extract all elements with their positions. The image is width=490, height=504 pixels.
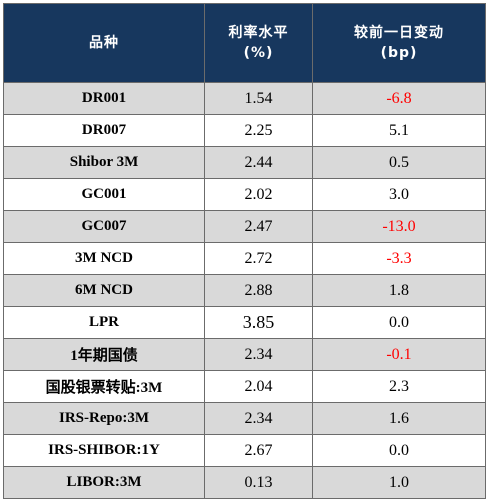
row-change-cell: -3.3 (312, 242, 486, 275)
row-name-cell: DR001 (3, 82, 205, 115)
row-change-cell: 0.0 (312, 306, 486, 339)
row-change-cell: 5.1 (312, 114, 486, 147)
header-rate: 利率水平 (%) (204, 3, 313, 83)
header-change: 较前一日变动 (bp) (312, 3, 486, 83)
row-name-cell: DR007 (3, 114, 205, 147)
table-row: LPR 3.85 0.0 (3, 306, 486, 339)
row-change-cell: -6.8 (312, 82, 486, 115)
table-row: GC001 2.02 3.0 (3, 178, 486, 211)
table-row: 3M NCD 2.72 -3.3 (3, 242, 486, 275)
row-change-cell: 1.6 (312, 402, 486, 435)
table-row: IRS-SHIBOR:1Y 2.67 0.0 (3, 434, 486, 467)
row-rate-cell: 2.34 (204, 338, 313, 371)
row-name-cell: Shibor 3M (3, 146, 205, 179)
row-name-cell: IRS-SHIBOR:1Y (3, 434, 205, 467)
row-rate-cell: 2.25 (204, 114, 313, 147)
table-row: Shibor 3M 2.44 0.5 (3, 146, 486, 179)
row-change-cell: 2.3 (312, 370, 486, 403)
table-row: IRS-Repo:3M 2.34 1.6 (3, 402, 486, 435)
header-change-unit: (bp) (380, 45, 418, 61)
row-rate-cell: 2.04 (204, 370, 313, 403)
row-name-cell: GC007 (3, 210, 205, 243)
row-rate-cell: 2.88 (204, 274, 313, 307)
row-change-cell: 3.0 (312, 178, 486, 211)
header-change-label: 较前一日变动 (354, 25, 444, 41)
row-name-cell: 国股银票转贴:3M (3, 370, 205, 403)
row-rate-cell: 2.34 (204, 402, 313, 435)
row-rate-cell: 2.67 (204, 434, 313, 467)
header-row: 品种 利率水平 (%) 较前一日变动 (bp) (3, 3, 486, 83)
row-rate-cell: 2.44 (204, 146, 313, 179)
row-name-cell: 1年期国债 (3, 338, 205, 371)
table-row: 国股银票转贴:3M 2.04 2.3 (3, 370, 486, 403)
row-rate-cell: 2.02 (204, 178, 313, 211)
row-rate-cell: 1.54 (204, 82, 313, 115)
row-change-cell: 1.0 (312, 466, 486, 499)
row-change-cell: 0.0 (312, 434, 486, 467)
row-rate-cell: 2.47 (204, 210, 313, 243)
table-row: 1年期国债 2.34 -0.1 (3, 338, 486, 371)
row-name-cell: IRS-Repo:3M (3, 402, 205, 435)
row-name-cell: 6M NCD (3, 274, 205, 307)
money-market-rate-table: 品种 利率水平 (%) 较前一日变动 (bp) DR001 1.54 -6.8 DR0… (3, 3, 486, 499)
row-name-cell: 3M NCD (3, 242, 205, 275)
row-name-cell: LIBOR:3M (3, 466, 205, 499)
header-name: 品种 (3, 3, 205, 83)
table-row: DR007 2.25 5.1 (3, 114, 486, 147)
header-rate-label: 利率水平 (228, 25, 289, 41)
row-change-cell: -13.0 (312, 210, 486, 243)
table-body: DR001 1.54 -6.8 DR007 2.25 5.1 Shibor 3M 2.44 0.… (3, 82, 486, 499)
row-change-cell: 1.8 (312, 274, 486, 307)
header-name-label: 品种 (89, 35, 119, 51)
table-row: LIBOR:3M 0.13 1.0 (3, 466, 486, 499)
table-row: DR001 1.54 -6.8 (3, 82, 486, 115)
row-rate-cell: 0.13 (204, 466, 313, 499)
row-rate-cell: 3.85 (204, 306, 313, 339)
header-rate-unit: (%) (243, 45, 274, 61)
row-change-cell: 0.5 (312, 146, 486, 179)
row-name-cell: LPR (3, 306, 205, 339)
table-row: GC007 2.47 -13.0 (3, 210, 486, 243)
row-name-cell: GC001 (3, 178, 205, 211)
row-change-cell: -0.1 (312, 338, 486, 371)
row-rate-cell: 2.72 (204, 242, 313, 275)
table-row: 6M NCD 2.88 1.8 (3, 274, 486, 307)
table-header: 品种 利率水平 (%) 较前一日变动 (bp) (3, 3, 486, 83)
